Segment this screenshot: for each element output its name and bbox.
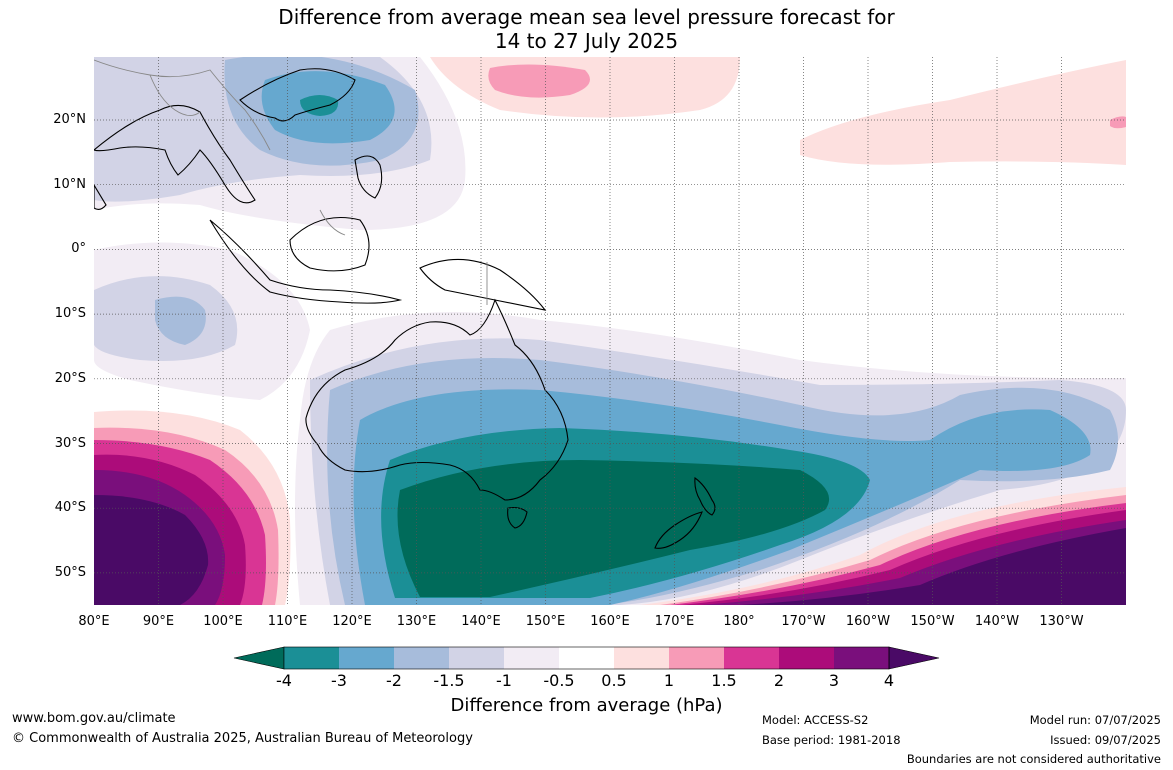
footer-copyright: © Commonwealth of Australia 2025, Austra…	[12, 731, 473, 746]
longitude-label: 160°W	[845, 614, 891, 629]
longitude-label: 110°E	[267, 614, 308, 629]
colorbar-title: Difference from average (hPa)	[450, 695, 723, 716]
longitude-label: 130°W	[1039, 614, 1084, 629]
colorbar-tick-label: 3	[828, 671, 840, 690]
footer-model-run: Model run: 07/07/2025	[1029, 713, 1161, 727]
colorbar-segment	[779, 647, 834, 669]
colorbar-outline	[283, 646, 890, 670]
latitude-label: 0°	[71, 241, 86, 257]
asia-negative-anomaly	[94, 57, 466, 230]
colorbar-segment	[284, 647, 339, 669]
longitude-label: 150°E	[525, 614, 566, 629]
chart-title-line1: Difference from average mean sea level p…	[278, 5, 895, 29]
south-pacific-positive-anomaly	[640, 487, 1126, 605]
colorbar-segment	[559, 647, 614, 669]
australia-pacific-negative-anomaly	[295, 312, 1126, 605]
colorbar-segment	[724, 647, 779, 669]
colorbar-tick-label: -4	[276, 671, 292, 690]
longitude-label: 180°	[723, 614, 755, 629]
latitude-label: 40°S	[54, 500, 86, 516]
coastlines	[94, 68, 716, 549]
longitude-label: 130°E	[396, 614, 437, 629]
colorbar-tick-label: 4	[883, 671, 895, 690]
footer-issued: Issued: 09/07/2025	[1050, 733, 1161, 747]
footer-base-period: Base period: 1981-2018	[762, 733, 901, 747]
longitude-label: 120°E	[332, 614, 372, 629]
longitude-label: 170°E	[654, 614, 695, 629]
colorbar-segment	[339, 647, 394, 669]
longitude-label: 150°W	[910, 614, 955, 629]
southwest-positive-anomaly	[94, 410, 291, 605]
graticule	[94, 57, 1126, 605]
colorbar-tick-label: 2	[773, 671, 785, 690]
longitude-label: 90°E	[142, 614, 175, 629]
latitude-label: 50°S	[54, 564, 86, 580]
longitude-label: 140°E	[461, 614, 501, 629]
footer-model: Model: ACCESS-S2	[762, 713, 869, 727]
indian-ocean-negative-anomaly	[94, 242, 310, 400]
longitude-label: 140°W	[974, 614, 1020, 629]
longitude-label: 170°W	[781, 614, 826, 629]
colorbar-tick-label: -0.5	[543, 671, 575, 690]
colorbar-tick-label: 1	[663, 671, 675, 690]
colorbar-upper-extension	[888, 646, 940, 670]
footer-website: www.bom.gov.au/climate	[12, 711, 176, 726]
colorbar-lower-extension	[233, 646, 285, 670]
colorbar-tick-label: -2	[386, 671, 402, 690]
colorbar	[233, 646, 940, 670]
latitude-label: 20°N	[53, 112, 86, 127]
latitude-label: 20°S	[54, 370, 86, 386]
country-borders	[94, 59, 488, 305]
latitude-label: 10°S	[54, 306, 86, 322]
latitude-label: 10°N	[53, 176, 86, 192]
colorbar-tick-label: 0.5	[601, 671, 627, 690]
longitude-label: 160°E	[590, 614, 630, 629]
colorbar-tick-label: -1	[496, 671, 512, 690]
colorbar-segment	[669, 647, 724, 669]
colorbar-segment	[834, 647, 889, 669]
colorbar-segment	[504, 647, 559, 669]
longitude-label: 80°E	[78, 614, 110, 629]
footer-disclaimer: Boundaries are not considered authoritat…	[906, 752, 1161, 766]
north-pacific-positive-anomaly	[430, 57, 1126, 165]
longitude-label: 100°E	[203, 614, 243, 629]
latitude-label: 30°S	[54, 435, 86, 451]
colorbar-tick-label: 1.5	[711, 671, 737, 690]
colorbar-tick-label: -3	[331, 671, 347, 690]
colorbar-segment	[394, 647, 449, 669]
colorbar-tick-label: -1.5	[433, 671, 465, 690]
colorbar-segment	[449, 647, 504, 669]
chart-title-line2: 14 to 27 July 2025	[494, 29, 679, 53]
colorbar-segment	[614, 647, 669, 669]
